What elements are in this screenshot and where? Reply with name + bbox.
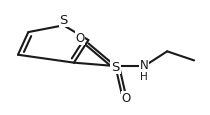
Text: O: O (121, 91, 130, 104)
Text: S: S (59, 14, 68, 27)
Text: S: S (111, 60, 119, 73)
Text: N: N (140, 59, 149, 72)
Text: O: O (76, 32, 85, 45)
Text: H: H (140, 72, 148, 82)
